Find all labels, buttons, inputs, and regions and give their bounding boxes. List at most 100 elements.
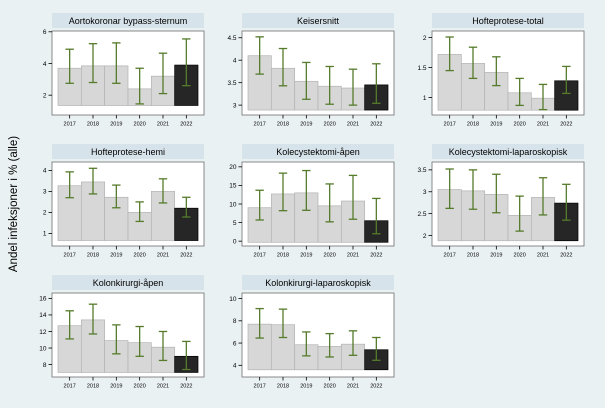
y-tick-label: 1.5	[417, 65, 426, 72]
y-tick-label: 0	[233, 238, 237, 245]
panel-title-strip	[432, 144, 584, 159]
x-tick-label: 2020	[324, 384, 336, 390]
x-tick-label: 2018	[87, 122, 99, 128]
x-tick-label: 2020	[324, 122, 336, 128]
y-tick-label: 2	[43, 210, 47, 217]
panel-plot: Kolecystektomi-laparoskopisk 2 2.5 3 3.5 2017…	[417, 144, 585, 259]
x-tick-label: 2021	[537, 253, 549, 259]
panel-plot: Kolonkirurgi-laparoskopisk 4 6 8 10 2017 2018 2…	[229, 275, 395, 390]
y-tick-label: 3	[423, 189, 427, 196]
x-tick-label: 2018	[467, 122, 479, 128]
x-tick-label: 2017	[64, 384, 76, 390]
x-tick-label: 2019	[490, 122, 502, 128]
panel-title-strip	[242, 275, 394, 290]
y-tick-label: 12	[39, 329, 47, 336]
x-tick-label: 2018	[87, 253, 99, 259]
x-tick-label: 2018	[277, 384, 289, 390]
x-tick-label: 2022	[180, 253, 192, 259]
panel-kolecystektomi-laparoskopisk: Kolecystektomi-laparoskopisk 2 2.5 3 3.5 2017…	[406, 144, 590, 263]
y-tick-label: 5	[233, 220, 237, 227]
panel-kolonkirurgi-pen: Kolonkirurgi-åpen 8 10 12 14 16 2017 2018 2019 20…	[26, 275, 210, 394]
panel-title-strip	[432, 13, 584, 28]
y-tick-label: 8	[233, 318, 237, 325]
y-tick-label: 1	[423, 95, 427, 102]
x-tick-label: 2022	[370, 253, 382, 259]
x-tick-label: 2021	[347, 122, 359, 128]
x-tick-label: 2018	[467, 253, 479, 259]
x-tick-label: 2020	[134, 384, 146, 390]
y-tick-label: 3	[233, 102, 237, 109]
y-tick-label: 3.5	[417, 167, 426, 174]
panel-plot: Hofteprotese-hemi 1 2 3 4 2017 2018 2019 2020 202…	[43, 144, 205, 259]
y-tick-label: 8	[43, 362, 47, 369]
panel-aortokoronar-bypass-sternum: Aortokoronar bypass-sternum 2 4 6 2017 2018 20…	[26, 13, 210, 132]
panel-title: Kolecystektomi-laparoskopisk	[449, 147, 568, 157]
y-tick-label: 14	[39, 312, 47, 319]
y-axis-label: Andel infeksjoner i % (alle)	[8, 135, 20, 273]
x-tick-label: 2020	[514, 253, 526, 259]
panel-title: Hofteprotese-hemi	[91, 147, 165, 157]
y-tick-label: 4.5	[227, 35, 236, 42]
y-tick-label: 10	[229, 201, 237, 208]
panel-title-strip	[242, 144, 394, 159]
panel-title: Aortokoronar bypass-sternum	[69, 16, 188, 26]
y-tick-label: 20	[229, 164, 237, 171]
y-tick-label: 3.5	[227, 80, 236, 87]
panel-kolecystektomi-pen: Kolecystektomi-åpen 0 5 10 15 20 2017 2018 2019 2…	[216, 144, 400, 263]
panel-kolonkirurgi-laparoskopisk: Kolonkirurgi-laparoskopisk 4 6 8 10 2017 2018 2…	[216, 275, 400, 394]
x-tick-label: 2020	[134, 253, 146, 259]
panel-title-strip	[52, 13, 204, 28]
x-tick-label: 2020	[514, 122, 526, 128]
panel-plot: Aortokoronar bypass-sternum 2 4 6 2017 2018 20…	[43, 13, 205, 128]
panel-keisersnitt: Keisersnitt 3 3.5 4 4.5 2017 2018 2019 2020 2021 2…	[216, 13, 400, 132]
y-tick-label: 4	[233, 363, 237, 370]
x-tick-label: 2021	[347, 384, 359, 390]
panel-title-strip	[52, 144, 204, 159]
x-tick-label: 2019	[110, 253, 122, 259]
y-tick-label: 1	[43, 231, 47, 238]
x-tick-label: 2022	[180, 384, 192, 390]
x-tick-label: 2021	[347, 253, 359, 259]
x-tick-label: 2022	[180, 122, 192, 128]
y-tick-label: 2	[43, 92, 47, 99]
x-tick-label: 2020	[134, 122, 146, 128]
x-tick-label: 2019	[110, 122, 122, 128]
y-tick-label: 4	[43, 168, 47, 175]
panel-hofteprotese-total: Hofteprotese-total 1 1.5 2 2017 2018 2019 2020 2…	[406, 13, 590, 132]
x-tick-label: 2018	[87, 384, 99, 390]
y-tick-label: 6	[233, 340, 237, 347]
y-tick-label: 3	[43, 189, 47, 196]
panel-title: Kolonkirurgi-åpen	[93, 278, 164, 288]
y-tick-label: 6	[43, 29, 47, 36]
y-tick-label: 2	[423, 35, 427, 42]
x-tick-label: 2017	[254, 384, 266, 390]
y-tick-label: 4	[233, 57, 237, 64]
x-tick-label: 2019	[300, 122, 312, 128]
y-tick-label: 10	[229, 296, 237, 303]
x-tick-label: 2022	[370, 122, 382, 128]
panel-plot: Hofteprotese-total 1 1.5 2 2017 2018 2019 2020 2…	[417, 13, 585, 128]
x-tick-label: 2022	[370, 384, 382, 390]
panel-hofteprotese-hemi: Hofteprotese-hemi 1 2 3 4 2017 2018 2019 2020 202…	[26, 144, 210, 263]
x-tick-label: 2017	[444, 253, 456, 259]
y-tick-label: 15	[229, 183, 237, 190]
panel-title: Kolonkirurgi-laparoskopisk	[265, 278, 371, 288]
x-tick-label: 2021	[157, 122, 169, 128]
panel-title: Keisersnitt	[297, 16, 340, 26]
panel-title-strip	[242, 13, 394, 28]
y-tick-label: 2.5	[417, 211, 426, 218]
x-tick-label: 2017	[254, 122, 266, 128]
x-tick-label: 2020	[324, 253, 336, 259]
x-tick-label: 2022	[560, 122, 572, 128]
x-tick-label: 2021	[157, 253, 169, 259]
x-tick-label: 2019	[110, 384, 122, 390]
panel-title: Kolecystektomi-åpen	[276, 147, 360, 157]
y-tick-label: 10	[39, 345, 47, 352]
x-tick-label: 2019	[490, 253, 502, 259]
x-tick-label: 2022	[560, 253, 572, 259]
x-tick-label: 2017	[444, 122, 456, 128]
x-tick-label: 2017	[64, 122, 76, 128]
x-tick-label: 2021	[157, 384, 169, 390]
x-tick-label: 2017	[254, 253, 266, 259]
